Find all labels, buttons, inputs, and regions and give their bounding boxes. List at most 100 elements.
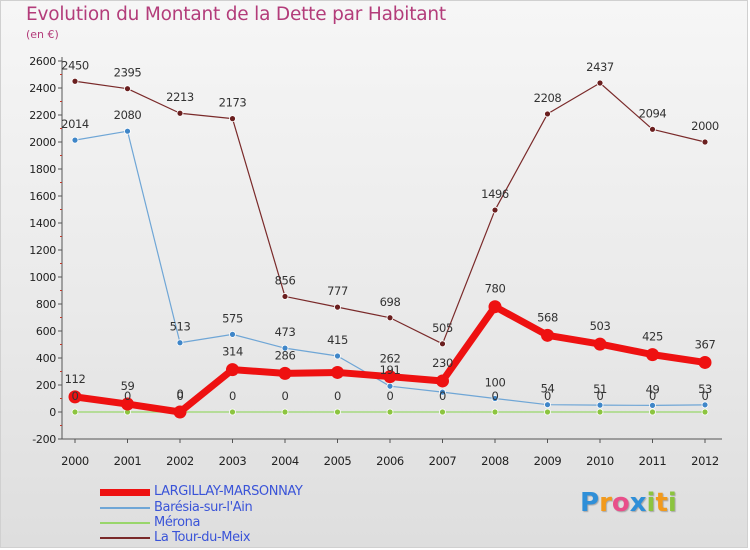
data-point <box>491 206 499 214</box>
x-tick-label: 2008 <box>481 454 509 468</box>
data-point <box>701 138 709 146</box>
y-tick-label: 2400 <box>29 82 56 95</box>
data-label: 473 <box>275 325 296 339</box>
data-label: 568 <box>537 310 558 324</box>
data-point <box>596 401 604 409</box>
x-tick-label: 2006 <box>376 454 404 468</box>
data-label: 230 <box>432 356 453 370</box>
data-point <box>68 390 82 404</box>
data-point <box>124 127 131 135</box>
logo-letter: t <box>655 488 668 518</box>
x-tick-label: 2001 <box>114 454 142 468</box>
x-tick-label: 2000 <box>61 454 89 468</box>
data-label: 100 <box>485 376 506 390</box>
legend-swatch-4 <box>100 537 150 539</box>
x-tick-label: 2010 <box>586 454 614 468</box>
data-point <box>71 408 79 416</box>
y-tick-label: 2000 <box>29 136 56 149</box>
data-point <box>331 365 344 379</box>
logo-letter: r <box>599 488 612 518</box>
data-label: 2213 <box>166 90 194 104</box>
x-tick-label: 2007 <box>429 454 457 468</box>
data-label: 0 <box>229 389 236 403</box>
logo-letter: x <box>629 488 647 518</box>
data-label: 415 <box>327 333 348 347</box>
logo-letter: o <box>611 488 630 518</box>
data-point <box>383 370 397 384</box>
data-point <box>544 408 551 416</box>
data-point <box>491 408 499 416</box>
data-label: 575 <box>222 311 243 325</box>
x-tick-label: 2005 <box>324 454 352 468</box>
data-label: 0 <box>439 389 446 403</box>
data-point <box>649 408 656 416</box>
data-label: 698 <box>380 295 401 309</box>
legend-swatch-2 <box>100 507 150 509</box>
data-point <box>649 401 656 409</box>
data-label: 2173 <box>219 96 247 110</box>
data-label: 2208 <box>534 91 562 105</box>
data-point <box>386 382 394 390</box>
y-tick-label: 1600 <box>29 190 56 203</box>
data-label: 0 <box>72 389 79 403</box>
data-point <box>593 337 607 351</box>
data-label: 112 <box>65 372 86 386</box>
data-point <box>278 366 292 380</box>
legend-label-2: Barésia-sur-l'Ain <box>154 500 253 515</box>
x-tick-label: 2012 <box>691 454 719 468</box>
data-point <box>439 408 446 416</box>
data-label: 286 <box>275 348 296 362</box>
data-label: 780 <box>485 282 506 296</box>
logo-letter: i <box>667 488 677 518</box>
data-point <box>491 395 499 402</box>
y-tick-label: 400 <box>36 352 56 365</box>
x-tick-label: 2009 <box>534 454 562 468</box>
data-point <box>229 408 236 416</box>
data-point <box>439 388 446 396</box>
series-layer <box>68 77 712 419</box>
x-tick-label: 2003 <box>219 454 247 468</box>
data-point <box>229 330 236 338</box>
y-tick-label: 800 <box>36 298 56 311</box>
data-point <box>386 408 394 416</box>
data-label: 2000 <box>691 119 719 133</box>
x-tick-label: 2011 <box>639 454 667 468</box>
data-point <box>386 314 394 322</box>
data-label: 314 <box>222 345 243 359</box>
data-point <box>646 348 659 362</box>
data-point <box>173 405 187 419</box>
data-point <box>436 374 449 388</box>
data-point <box>229 115 236 123</box>
data-point <box>596 79 604 87</box>
data-point <box>71 77 79 85</box>
logo-letter: P <box>580 488 600 518</box>
data-labels-layer: 2450 2395 2213 2173 856 777 698 505 1496 2208 2437… <box>61 58 719 403</box>
data-label: 51 <box>593 382 607 396</box>
data-label: 777 <box>327 284 348 298</box>
y-tick-label: 600 <box>36 325 56 338</box>
legend-label-1: LARGILLAY-MARSONNAY <box>154 484 303 499</box>
data-label: 0 <box>334 389 341 403</box>
y-tick-label: 2200 <box>29 109 56 122</box>
data-label: 425 <box>642 330 663 344</box>
data-point <box>488 300 502 314</box>
data-label: 54 <box>541 382 555 396</box>
data-label: 0 <box>387 389 394 403</box>
data-point <box>281 408 289 416</box>
y-tick-label: -200 <box>32 433 56 446</box>
legend-swatch-1 <box>100 488 150 496</box>
data-point <box>544 401 551 409</box>
y-tick-label: 2600 <box>29 55 56 68</box>
data-point <box>281 293 289 300</box>
data-point <box>121 397 134 411</box>
data-label: 53 <box>698 382 712 396</box>
data-label: 191 <box>380 363 401 377</box>
data-label: 367 <box>695 337 716 351</box>
x-tick-label: 2002 <box>166 454 194 468</box>
data-label: 2450 <box>61 58 89 72</box>
data-point <box>334 408 341 416</box>
data-label: 0 <box>649 389 656 403</box>
data-label: 513 <box>170 320 191 334</box>
axes: -200020040060080010001200140016001800200… <box>29 55 722 468</box>
